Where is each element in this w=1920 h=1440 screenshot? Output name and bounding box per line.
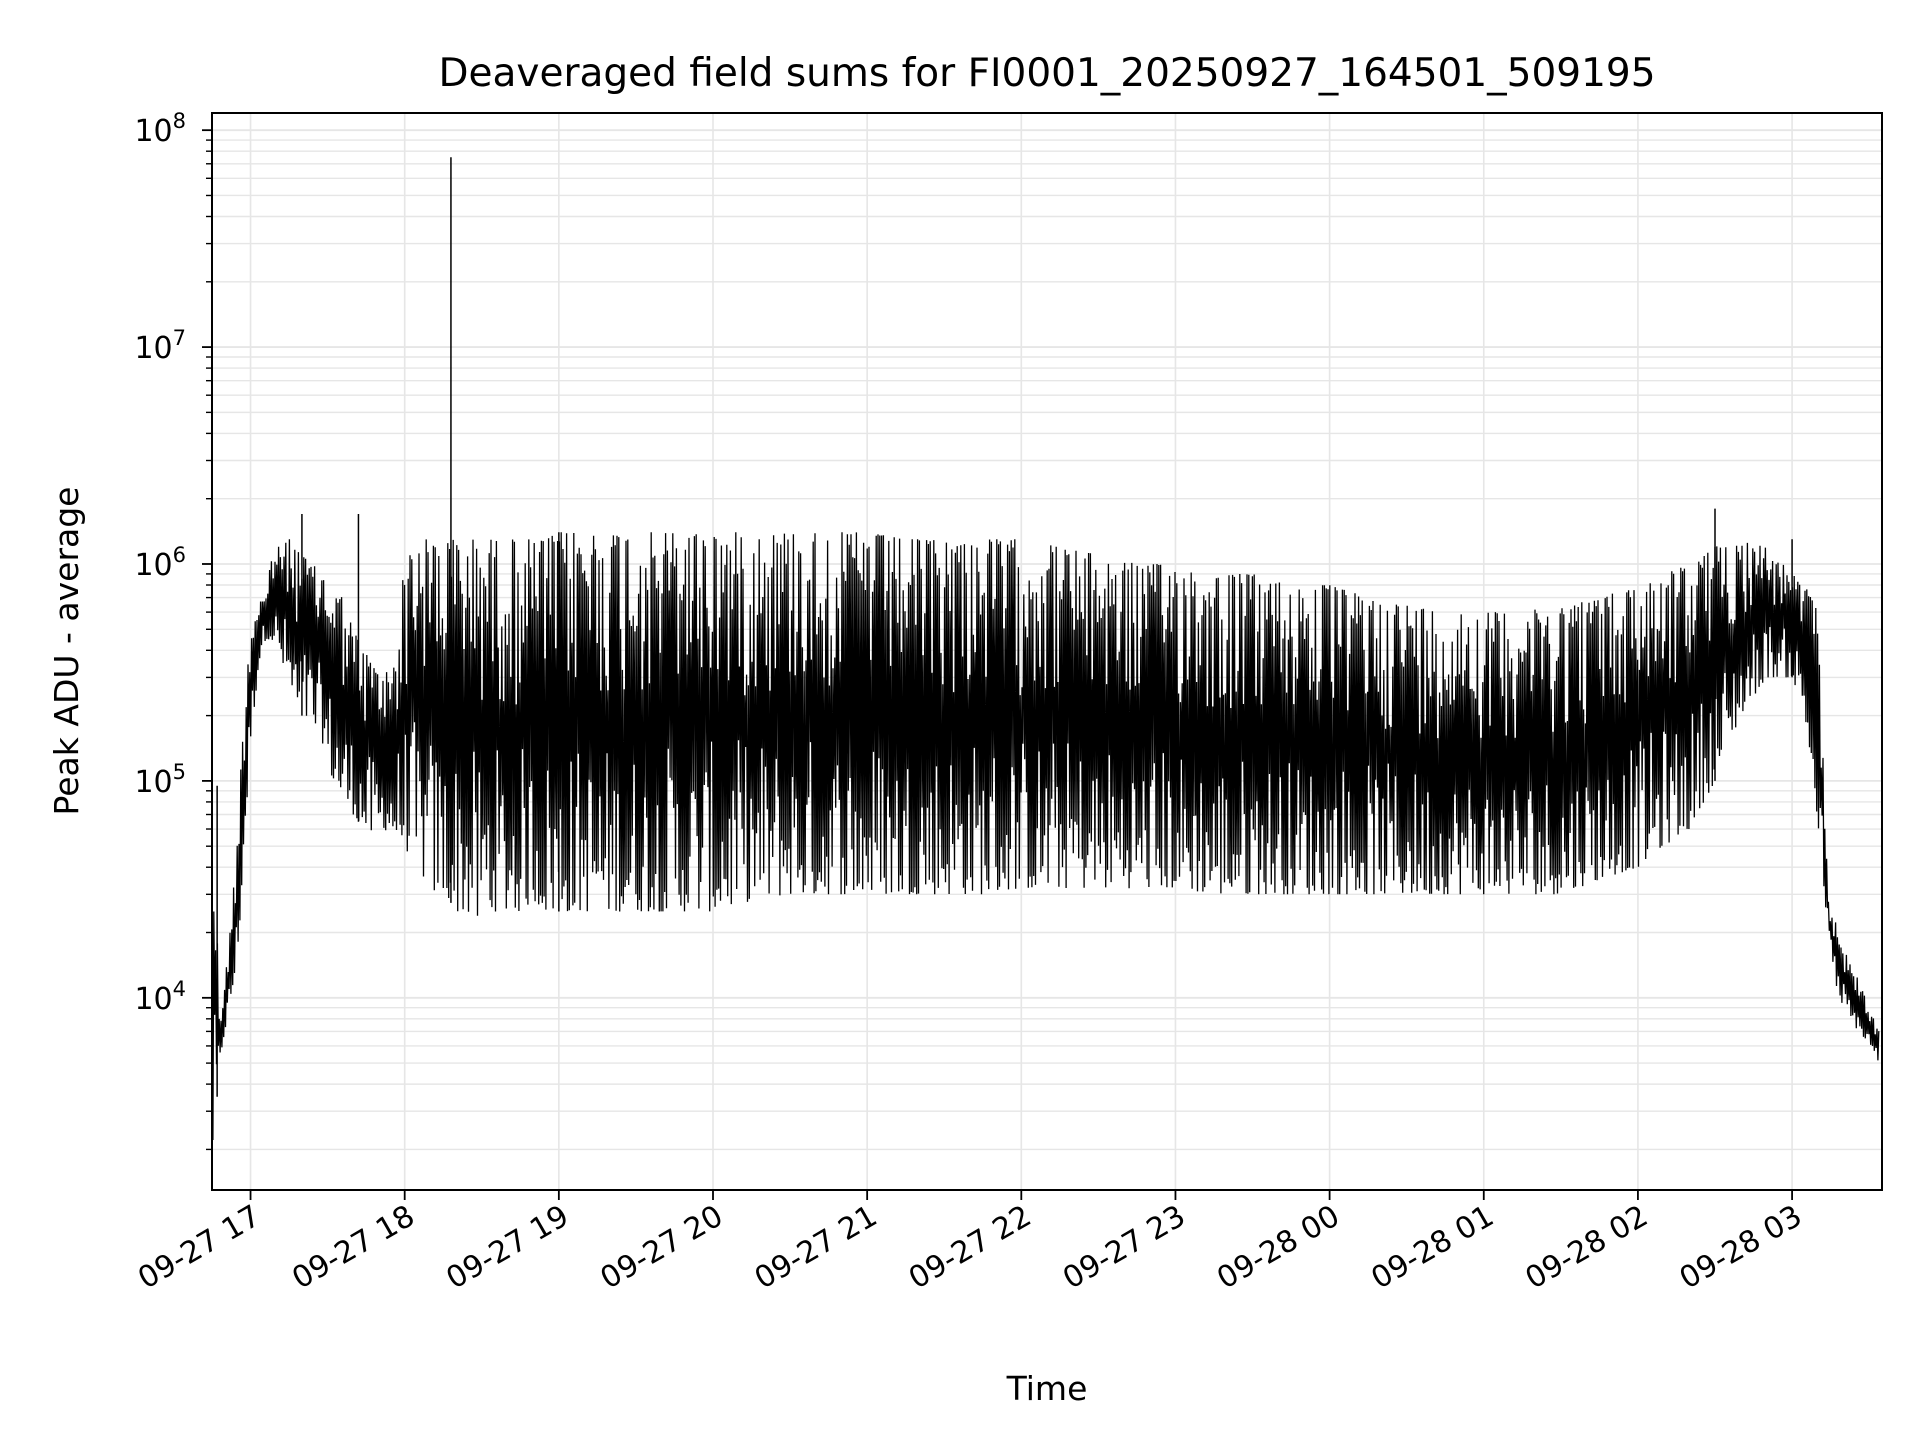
chart-title: Deaveraged field sums for FI0001_2025092… — [438, 51, 1655, 96]
y-tick-label-0: 104 — [134, 977, 186, 1017]
axes-frame — [211, 112, 1883, 1191]
y-tick-label-3: 107 — [134, 326, 186, 366]
y-axis-label: Peak ADU - average — [47, 487, 86, 816]
x-axis-label: Time — [1006, 1369, 1088, 1408]
y-tick-label-1: 105 — [134, 760, 186, 800]
y-tick-label-2: 106 — [134, 543, 186, 583]
grid — [212, 113, 1882, 1190]
plot-area — [212, 157, 1880, 1141]
series-line — [212, 532, 1880, 1141]
y-axis: 104 105 106 107 108 — [134, 109, 212, 1151]
y-tick-label-4: 108 — [134, 109, 186, 149]
